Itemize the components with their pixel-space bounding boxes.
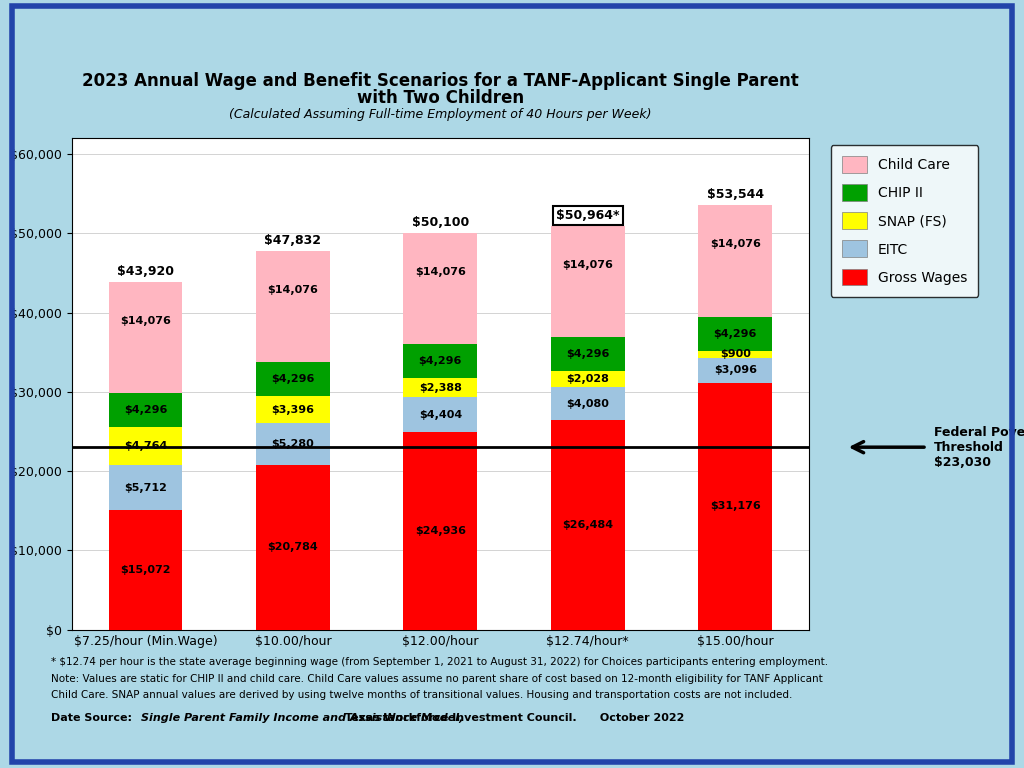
Bar	[698, 317, 772, 351]
Text: $5,280: $5,280	[271, 439, 314, 449]
Text: (Calculated Assuming Full-time Employment of 40 Hours per Week): (Calculated Assuming Full-time Employmen…	[229, 108, 651, 121]
Text: $14,076: $14,076	[710, 240, 761, 250]
Bar	[698, 358, 772, 382]
Text: $20,784: $20,784	[267, 542, 318, 552]
Text: $50,100: $50,100	[412, 216, 469, 229]
Text: Texas Workforce Investment Council.      October 2022: Texas Workforce Investment Council. Octo…	[341, 713, 684, 723]
Text: $4,296: $4,296	[566, 349, 609, 359]
Bar	[256, 250, 330, 362]
Text: Child Care. SNAP annual values are derived by using twelve months of transitiona: Child Care. SNAP annual values are deriv…	[51, 690, 793, 700]
Text: $14,076: $14,076	[562, 260, 613, 270]
Text: $14,076: $14,076	[267, 285, 318, 295]
Bar	[256, 465, 330, 630]
Text: $4,296: $4,296	[271, 374, 314, 384]
Text: $4,080: $4,080	[566, 399, 609, 409]
Text: Federal Poverty
Threshold
$23,030: Federal Poverty Threshold $23,030	[934, 425, 1024, 468]
Bar	[403, 233, 477, 344]
Text: Note: Values are static for CHIP II and child care. Child Care values assume no : Note: Values are static for CHIP II and …	[51, 674, 823, 684]
Bar	[403, 378, 477, 397]
Bar	[256, 423, 330, 465]
Bar	[551, 388, 625, 420]
Text: $14,076: $14,076	[415, 266, 466, 276]
Text: $2,028: $2,028	[566, 375, 609, 385]
Text: $50,964*: $50,964*	[556, 209, 620, 222]
Bar	[551, 226, 625, 337]
Text: $43,920: $43,920	[117, 265, 174, 277]
Bar	[256, 396, 330, 423]
Text: $15,072: $15,072	[120, 565, 171, 575]
Text: $4,764: $4,764	[124, 441, 167, 451]
Text: $47,832: $47,832	[264, 233, 322, 247]
Bar	[403, 344, 477, 378]
Text: $24,936: $24,936	[415, 526, 466, 536]
Text: 2023 Annual Wage and Benefit Scenarios for a TANF-Applicant Single Parent: 2023 Annual Wage and Benefit Scenarios f…	[82, 71, 799, 90]
Text: $4,296: $4,296	[124, 406, 167, 415]
Text: $4,296: $4,296	[419, 356, 462, 366]
Bar	[698, 205, 772, 317]
Text: $31,176: $31,176	[710, 502, 761, 511]
Bar	[109, 510, 182, 630]
Bar	[256, 362, 330, 396]
Legend: Child Care, CHIP II, SNAP (FS), EITC, Gross Wages: Child Care, CHIP II, SNAP (FS), EITC, Gr…	[830, 145, 978, 296]
Text: $900: $900	[720, 349, 751, 359]
Text: $4,296: $4,296	[714, 329, 757, 339]
Text: $14,076: $14,076	[120, 316, 171, 326]
Bar	[551, 337, 625, 372]
Text: $26,484: $26,484	[562, 520, 613, 530]
Text: $4,404: $4,404	[419, 409, 462, 419]
Text: with Two Children: with Two Children	[356, 89, 524, 108]
Bar	[109, 393, 182, 427]
Bar	[698, 351, 772, 358]
Bar	[109, 427, 182, 465]
Bar	[551, 420, 625, 630]
Text: Date Source:: Date Source:	[51, 713, 140, 723]
Text: Single Parent Family Income and Assistance Model,: Single Parent Family Income and Assistan…	[141, 713, 464, 723]
Text: $3,096: $3,096	[714, 366, 757, 376]
Text: $2,388: $2,388	[419, 382, 462, 392]
Text: $53,544: $53,544	[707, 188, 764, 201]
Text: * $12.74 per hour is the state average beginning wage (from September 1, 2021 to: * $12.74 per hour is the state average b…	[51, 657, 828, 667]
Bar	[109, 465, 182, 510]
Bar	[109, 282, 182, 393]
Bar	[698, 382, 772, 630]
Bar	[551, 372, 625, 388]
Text: $5,712: $5,712	[124, 482, 167, 492]
Bar	[403, 432, 477, 630]
Text: $3,396: $3,396	[271, 405, 314, 415]
Bar	[403, 397, 477, 432]
